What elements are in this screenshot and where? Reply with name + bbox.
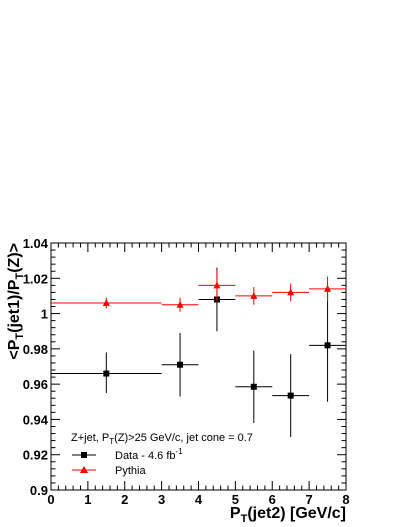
y-axis-title: <PT(jet1)/PT(Z)> bbox=[6, 243, 26, 360]
plot-frame-border bbox=[50, 242, 347, 491]
legend-data-label: Data - 4.6 fb-1 bbox=[115, 447, 183, 462]
y-tick-label: 1.04 bbox=[23, 236, 49, 251]
y-tick-label: 0.96 bbox=[23, 377, 48, 392]
x-tick-label: 8 bbox=[342, 492, 349, 507]
y-tick-label: 0.92 bbox=[23, 448, 48, 463]
legend-data-marker bbox=[81, 452, 87, 458]
y-tick-label: 0.98 bbox=[23, 342, 48, 357]
data-point bbox=[250, 383, 257, 390]
tick-labels: 0 1 2 3 4 5 6 7 8 0.9 0.92 0.94 0.96 0.98 1 1.02 1.04 bbox=[23, 236, 350, 507]
x-tick-label: 2 bbox=[121, 492, 128, 507]
data-point bbox=[177, 361, 184, 368]
data-point bbox=[324, 342, 331, 349]
data-point bbox=[287, 288, 295, 296]
x-tick-label: 7 bbox=[306, 492, 313, 507]
x-tick-label: 6 bbox=[269, 492, 276, 507]
legend-pythia-label: Pythia bbox=[115, 465, 146, 477]
data-point bbox=[250, 291, 258, 299]
x-tick-label: 1 bbox=[84, 492, 91, 507]
y-tick-label: 1 bbox=[41, 307, 48, 322]
x-tick-label: 3 bbox=[158, 492, 165, 507]
y-tick-label: 1.02 bbox=[23, 271, 48, 286]
legend-pythia-marker bbox=[80, 466, 88, 473]
data-point bbox=[324, 284, 332, 292]
x-tick-label: 5 bbox=[232, 492, 239, 507]
data-point bbox=[287, 392, 294, 399]
x-tick-label: 0 bbox=[47, 492, 54, 507]
x-tick-label: 4 bbox=[195, 492, 203, 507]
y-tick-label: 0.94 bbox=[23, 412, 49, 427]
annotation-text: Z+jet, PT(Z)>25 GeV/c, jet cone = 0.7 bbox=[71, 432, 253, 446]
data-point bbox=[176, 300, 184, 308]
y-tick-label: 0.9 bbox=[30, 483, 48, 498]
series-pythia bbox=[51, 269, 346, 312]
axis-ticks bbox=[50, 242, 347, 491]
series-data bbox=[51, 267, 346, 438]
x-axis-title: PT(jet2) [GeV/c] bbox=[230, 505, 346, 525]
legend: Data - 4.6 fb-1 Pythia bbox=[72, 447, 183, 477]
data-point bbox=[213, 281, 221, 289]
data-point bbox=[102, 298, 110, 306]
plot-frame bbox=[50, 242, 347, 491]
data-series bbox=[51, 267, 346, 438]
data-point bbox=[103, 370, 110, 377]
